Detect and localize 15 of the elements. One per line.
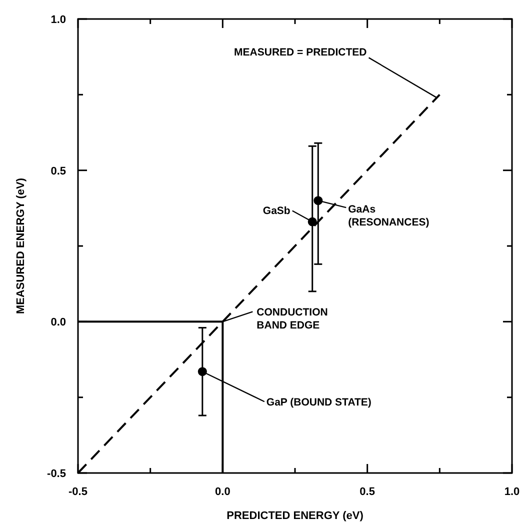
x-tick-label: -0.5 [68,486,88,498]
x-tick-label: 0.0 [215,486,230,498]
annotation: GaSb [262,204,290,217]
annotation: MEASURED = PREDICTED [234,46,368,59]
y-tick-label: 0.0 [50,316,66,329]
annotation: GaAs (RESONANCES) [348,204,430,229]
x-tick-label: 0.5 [360,486,375,498]
y-tick-label: -0.5 [47,468,66,480]
x-axis-title: PREDICTED ENERGY (eV) [226,510,364,522]
annotation: CONDUCTION BAND EDGE [256,306,328,332]
x-tick-label: 1.0 [504,486,520,498]
y-tick-label: 1.0 [50,14,66,26]
annotation: GaP (BOUND STATE) [266,396,372,409]
y-axis-title: MEASURED ENERGY (eV) [15,178,27,314]
y-tick-label: 0.5 [50,165,66,178]
